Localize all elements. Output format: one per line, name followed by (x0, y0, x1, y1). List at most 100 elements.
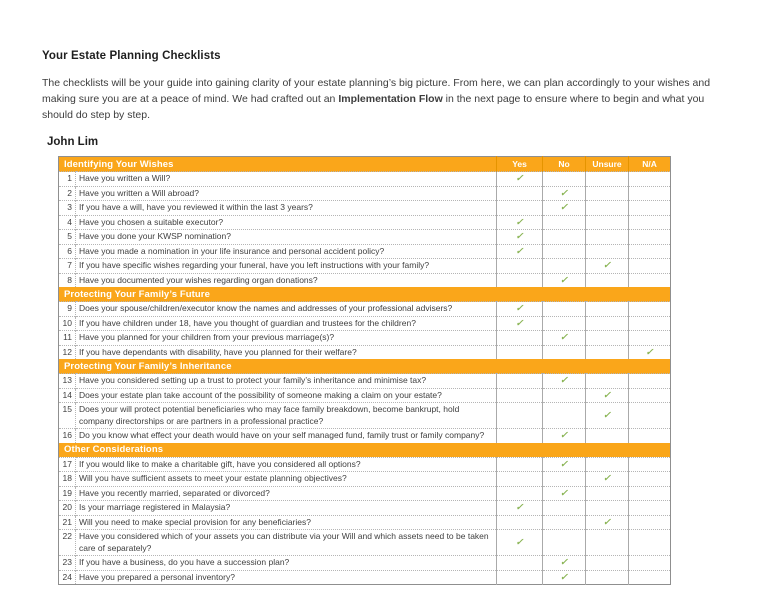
check-icon: ✓ (603, 516, 611, 528)
answer-cell-na (628, 456, 671, 472)
answer-cell-na (628, 387, 671, 403)
answer-cell-yes (496, 569, 544, 585)
answer-cell-yes (496, 258, 544, 273)
answer-cell-yes (496, 185, 544, 201)
check-icon: ✓ (515, 502, 524, 514)
check-icon: ✓ (560, 187, 568, 199)
row-number: 7 (58, 258, 76, 273)
answer-cell-unsure (585, 555, 630, 570)
section-header-row: Protecting Your Family’s Inheritance (58, 359, 671, 374)
answer-cell-na (628, 272, 671, 287)
question-text: If you have a will, have you reviewed it… (75, 200, 498, 215)
answer-cell-no: ✓ (542, 272, 587, 287)
check-icon: ✓ (560, 557, 568, 569)
question-text: Does your spouse/children/executor know … (75, 301, 498, 316)
answer-cell-no (542, 315, 587, 331)
question-row: 4 Have you chosen a suitable executor? ✓ (58, 214, 671, 230)
question-row: 12 If you have dependants with disability… (58, 344, 671, 359)
check-icon: ✓ (560, 202, 568, 214)
check-icon: ✓ (515, 537, 524, 548)
answer-cell-na (628, 229, 671, 244)
check-icon: ✓ (515, 173, 524, 185)
answer-cell-no (542, 514, 587, 530)
check-icon: ✓ (560, 430, 568, 442)
row-number: 18 (58, 471, 76, 486)
answer-cell-unsure (585, 485, 630, 501)
question-text: Have you documented your wishes regardin… (75, 272, 498, 287)
answer-cell-no: ✓ (542, 485, 587, 501)
row-number: 23 (58, 555, 76, 570)
answer-cell-na (628, 529, 671, 556)
question-row: 9 Does your spouse/children/executor know… (58, 301, 671, 316)
row-number: 8 (58, 272, 76, 287)
answer-cell-yes (496, 471, 544, 486)
question-row: 5 Have you done your KWSP nomination? ✓ (58, 229, 671, 244)
row-number: 3 (58, 200, 76, 215)
answer-cell-no: ✓ (542, 200, 587, 215)
question-text: Is your marriage registered in Malaysia? (75, 500, 498, 515)
answer-cell-yes (496, 428, 544, 443)
check-icon: ✓ (515, 231, 524, 243)
section-header-row: Other Considerations (58, 442, 671, 457)
answer-cell-yes (496, 272, 544, 287)
answer-cell-unsure (585, 301, 630, 316)
answer-cell-yes: ✓ (496, 171, 544, 186)
answer-cell-unsure: ✓ (585, 514, 630, 530)
answer-cell-yes: ✓ (496, 315, 544, 331)
intro-text-tail: in the next page to ensure where to begi… (42, 93, 705, 121)
answer-cell-no (542, 387, 587, 403)
row-number: 12 (58, 344, 76, 359)
answer-cell-no (542, 214, 587, 230)
row-number: 5 (58, 229, 76, 244)
row-number: 22 (58, 529, 76, 556)
question-row: 3 If you have a will, have you reviewed i… (58, 200, 671, 215)
question-row: 13 Have you considered setting up a trust… (58, 373, 671, 388)
question-text: If you have children under 18, have you … (75, 315, 498, 331)
row-number: 1 (58, 171, 76, 186)
answer-cell-unsure: ✓ (585, 258, 630, 273)
question-row: 18 Will you have sufficient assets to mee… (58, 471, 671, 486)
question-row: 24 Have you prepared a personal inventory… (58, 569, 671, 585)
answer-cell-na: ✓ (628, 344, 671, 359)
row-number: 9 (58, 301, 76, 316)
question-text: Have you written a Will abroad? (75, 185, 498, 201)
check-icon: ✓ (603, 260, 611, 272)
answer-cell-yes (496, 485, 544, 501)
question-text: If you would like to make a charitable g… (75, 456, 498, 472)
answer-cell-unsure (585, 171, 630, 186)
answer-cell-unsure (585, 185, 630, 201)
intro-text-lead: The checklists will be your guide into g… (42, 77, 711, 105)
question-row: 19 Have you recently married, separated o… (58, 485, 671, 501)
answer-cell-unsure (585, 214, 630, 230)
answer-cell-na (628, 243, 671, 259)
answer-cell-na (628, 485, 671, 501)
answer-cell-no: ✓ (542, 185, 587, 201)
question-row: 22 Have you considered which of your asse… (58, 529, 671, 556)
row-number: 6 (58, 243, 76, 259)
check-icon: ✓ (603, 473, 611, 485)
answer-cell-unsure (585, 344, 630, 359)
question-text: Have you done your KWSP nomination? (75, 229, 498, 244)
row-number: 4 (58, 214, 76, 230)
answer-cell-yes (496, 456, 544, 472)
checklist-table: Identifying Your Wishes Yes No Unsure N/… (58, 156, 672, 585)
question-row: 6 Have you made a nomination in your life… (58, 243, 671, 259)
question-row: 20 Is your marriage registered in Malaysi… (58, 500, 671, 515)
check-icon: ✓ (560, 375, 568, 387)
answer-cell-no (542, 500, 587, 515)
answer-cell-yes (496, 373, 544, 388)
answer-cell-unsure (585, 428, 630, 443)
answer-cell-na (628, 569, 671, 585)
answer-cell-yes: ✓ (496, 229, 544, 244)
answer-cell-na (628, 301, 671, 316)
check-icon: ✓ (560, 571, 568, 583)
answer-cell-yes: ✓ (496, 301, 544, 316)
section-title: Protecting Your Family’s Future (58, 287, 671, 302)
answer-cell-yes: ✓ (496, 529, 544, 556)
question-text: Have you prepared a personal inventory? (75, 569, 498, 585)
row-number: 10 (58, 315, 76, 331)
answer-cell-yes: ✓ (496, 243, 544, 259)
check-icon: ✓ (515, 216, 524, 228)
question-row: 11 Have you planned for your children fro… (58, 330, 671, 345)
